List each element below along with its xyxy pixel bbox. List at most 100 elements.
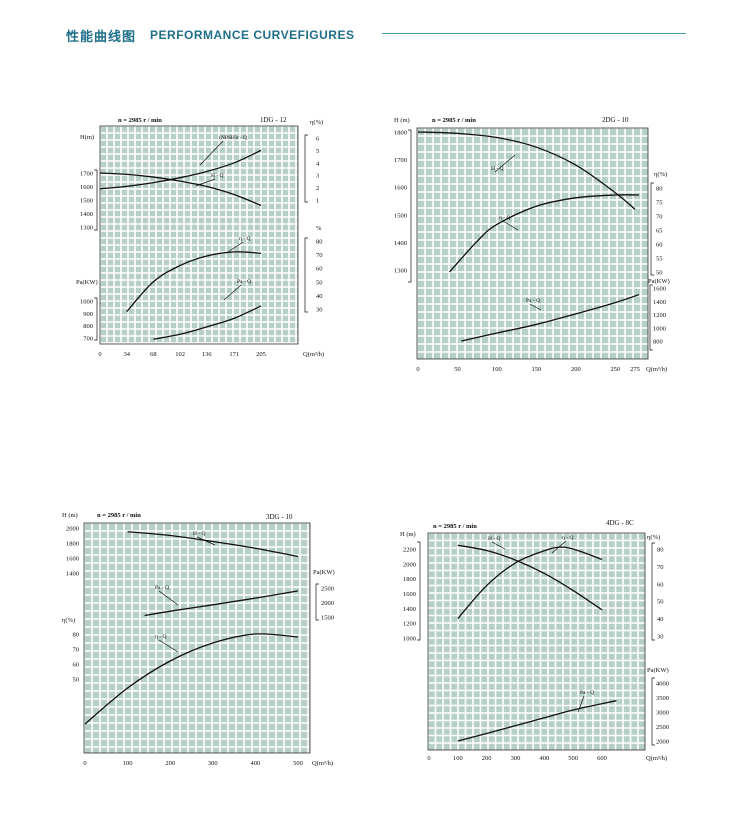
x-axis-label: Q(m³/h) [312, 760, 333, 767]
x-tick: 0 [98, 351, 101, 358]
npsh-tick: 5 [316, 148, 319, 155]
pa-tick: 1200 [653, 312, 666, 319]
h-tick: 1300 [80, 225, 93, 232]
h-q-curve [457, 544, 603, 611]
pa-q-curve [153, 305, 262, 340]
h-q-curve [417, 131, 636, 210]
x-tick: 0 [83, 760, 86, 767]
npsh-q-leader [199, 140, 224, 166]
x-axis-label: Q(m³/h) [646, 366, 667, 373]
h-tick: 1500 [80, 198, 93, 205]
eff-q-curve [449, 194, 639, 273]
pa-tick: 1400 [653, 299, 666, 306]
eff-q-curve [126, 251, 262, 313]
eff-tick: 60 [316, 266, 323, 273]
model-label: 1DG - 12 [260, 116, 287, 124]
pa-q-label: Pa - Q [155, 585, 169, 591]
eff-tick: 80 [73, 632, 80, 639]
header-rule [382, 33, 686, 34]
eff-tick: 50 [73, 677, 80, 684]
pa-tick: 3000 [656, 710, 669, 717]
h-tick: 1000 [403, 636, 416, 643]
pa-q-leader [223, 284, 242, 301]
h-q-leader [196, 536, 216, 546]
x-tick: 500 [293, 760, 303, 767]
x-tick: 68 [150, 351, 157, 358]
speed-label: n = 2985 r / min [432, 117, 476, 124]
model-label: 4DG - 8C [606, 519, 634, 527]
x-tick: 100 [123, 760, 133, 767]
x-tick: 150 [531, 366, 541, 373]
page-header: 性能曲线图 PERFORMANCE CURVEFIGURES [66, 26, 354, 45]
h-tick: 1800 [394, 130, 407, 137]
pa-axis-bracket [94, 297, 98, 341]
eff-tick: 55 [656, 256, 663, 263]
npsh-tick: 4 [316, 160, 320, 167]
h-tick: 1500 [394, 212, 407, 219]
npsh-axis-label: η(%) [310, 119, 323, 126]
speed-label: n = 2985 r / min [118, 117, 162, 124]
h-tick: 1300 [394, 268, 407, 275]
pa-q-leader [577, 695, 585, 713]
pa-tick: 2500 [321, 586, 334, 593]
pa-axis-label: Pa(KW) [313, 569, 335, 576]
pa-tick: 3500 [656, 695, 669, 702]
eff-axis-label: η(%) [647, 534, 660, 541]
h-tick: 2000 [66, 526, 79, 533]
eff-axis-bracket [651, 542, 655, 641]
eff-tick: 80 [657, 547, 664, 554]
eff-q-label: η - Q [562, 535, 573, 541]
pa-tick: 1600 [653, 286, 666, 293]
pa-axis-label: Pa(KW) [647, 667, 669, 674]
x-tick: 136 [202, 351, 213, 358]
pa-tick: 700 [83, 336, 93, 343]
eff-tick: 30 [657, 634, 664, 641]
h-tick: 1700 [80, 171, 93, 178]
x-tick: 200 [165, 760, 175, 767]
npsh-axis-bracket [304, 134, 308, 203]
eff-q-label: η - Q [155, 634, 166, 640]
chart-3dg-10: n = 2985 r / min 3DG - 10 H (m) η(%) Pa(KW) 2… [62, 512, 335, 767]
pa-q-label: Pa - Q [526, 298, 540, 304]
x-tick: 200 [571, 366, 581, 373]
h-tick: 1600 [80, 184, 93, 191]
x-tick: 171 [229, 351, 239, 358]
h-tick: 1700 [394, 157, 407, 164]
npsh-tick: 6 [316, 136, 320, 143]
speed-label: n = 2985 r / min [97, 512, 141, 519]
eff-axis-label: η(%) [62, 617, 75, 624]
eff-tick: 70 [73, 647, 80, 654]
plot-frame [99, 125, 299, 345]
eff-tick: 70 [657, 564, 664, 571]
eff-tick: 50 [656, 270, 663, 277]
plot-frame [427, 532, 646, 751]
pa-axis-bracket [649, 284, 653, 351]
pa-axis-bracket [651, 677, 655, 746]
h-tick: 1600 [394, 185, 407, 192]
eff-q-curve [84, 633, 299, 725]
h-axis-bracket [408, 129, 412, 283]
h-axis-bracket [94, 169, 98, 231]
speed-label: n = 2985 r / min [433, 523, 477, 530]
x-tick: 200 [482, 755, 492, 762]
pa-q-curve [457, 700, 617, 742]
h-tick: 2000 [403, 561, 416, 568]
x-tick: 300 [208, 760, 218, 767]
eff-tick: 40 [657, 616, 664, 623]
h-q-leader [491, 541, 506, 550]
h-q-label: H - Q [488, 536, 501, 542]
pa-q-curve [144, 590, 299, 617]
eff-q-label: η - Q [239, 236, 250, 242]
eff-tick: 60 [657, 581, 664, 588]
chart-4dg-8c: n = 2985 r / min 4DG - 8C H (m) η(%) Pa(KW) 2… [400, 519, 669, 762]
x-axis-label: Q(m³/h) [303, 351, 324, 358]
eff-tick: 60 [73, 662, 80, 669]
h-tick: 1800 [66, 541, 79, 548]
x-tick: 0 [416, 366, 419, 373]
x-tick: 275 [630, 366, 640, 373]
pa-q-curve [461, 294, 640, 342]
eff-axis-label: % [316, 225, 322, 232]
pa-q-leader [158, 590, 179, 606]
plot-frame [416, 127, 649, 360]
pa-tick: 2000 [321, 600, 334, 607]
